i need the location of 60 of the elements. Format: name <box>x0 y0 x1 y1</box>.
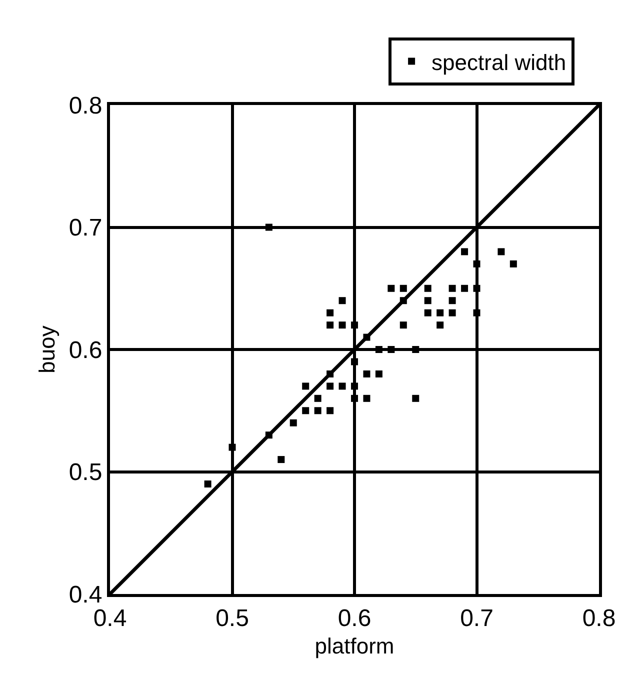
point <box>338 382 346 390</box>
legend-label: spectral width <box>432 50 566 75</box>
point <box>388 284 395 292</box>
x-tick-label: 0.7 <box>460 604 494 632</box>
point <box>400 322 407 329</box>
y-tick-label: 0.5 <box>68 459 102 486</box>
point <box>424 297 432 304</box>
x-axis-title: platform <box>314 634 394 659</box>
point <box>375 370 382 378</box>
point <box>400 284 407 292</box>
point <box>326 382 334 390</box>
point <box>351 322 358 329</box>
point <box>228 444 236 451</box>
point <box>265 432 272 439</box>
point <box>388 346 395 353</box>
point <box>290 419 297 426</box>
point <box>326 309 334 316</box>
y-tick-label: 0.7 <box>68 214 102 242</box>
point <box>314 394 322 402</box>
y-tick-label: 0.8 <box>68 92 102 120</box>
point <box>424 284 432 292</box>
x-tick-label: 0.8 <box>582 604 616 632</box>
point <box>363 394 370 402</box>
point <box>436 309 444 316</box>
y-tick-label: 0.6 <box>68 336 102 364</box>
point <box>338 322 346 329</box>
point <box>510 260 517 268</box>
point <box>436 322 444 329</box>
point <box>351 382 358 390</box>
point <box>424 309 432 316</box>
point <box>412 346 420 353</box>
point <box>375 346 382 353</box>
point <box>326 322 334 329</box>
point <box>351 358 358 366</box>
point <box>314 407 322 414</box>
point <box>265 224 272 231</box>
x-tick-label: 0.6 <box>338 604 372 632</box>
point <box>400 297 407 304</box>
point <box>448 284 456 292</box>
point <box>473 309 480 316</box>
point <box>473 260 480 268</box>
point <box>326 370 334 378</box>
x-tick-label: 0.5 <box>216 604 249 632</box>
point <box>278 456 285 464</box>
point <box>363 370 370 378</box>
point <box>448 297 456 304</box>
point <box>338 297 346 304</box>
point <box>412 394 420 402</box>
y-axis-title: buoy <box>34 326 60 374</box>
point <box>302 382 310 390</box>
point <box>363 334 370 341</box>
point <box>473 284 480 292</box>
point <box>461 248 468 256</box>
point <box>302 407 310 414</box>
point <box>498 248 505 256</box>
point <box>351 394 358 402</box>
point <box>461 284 468 292</box>
point <box>448 309 456 316</box>
point <box>326 407 334 414</box>
point <box>204 480 212 488</box>
